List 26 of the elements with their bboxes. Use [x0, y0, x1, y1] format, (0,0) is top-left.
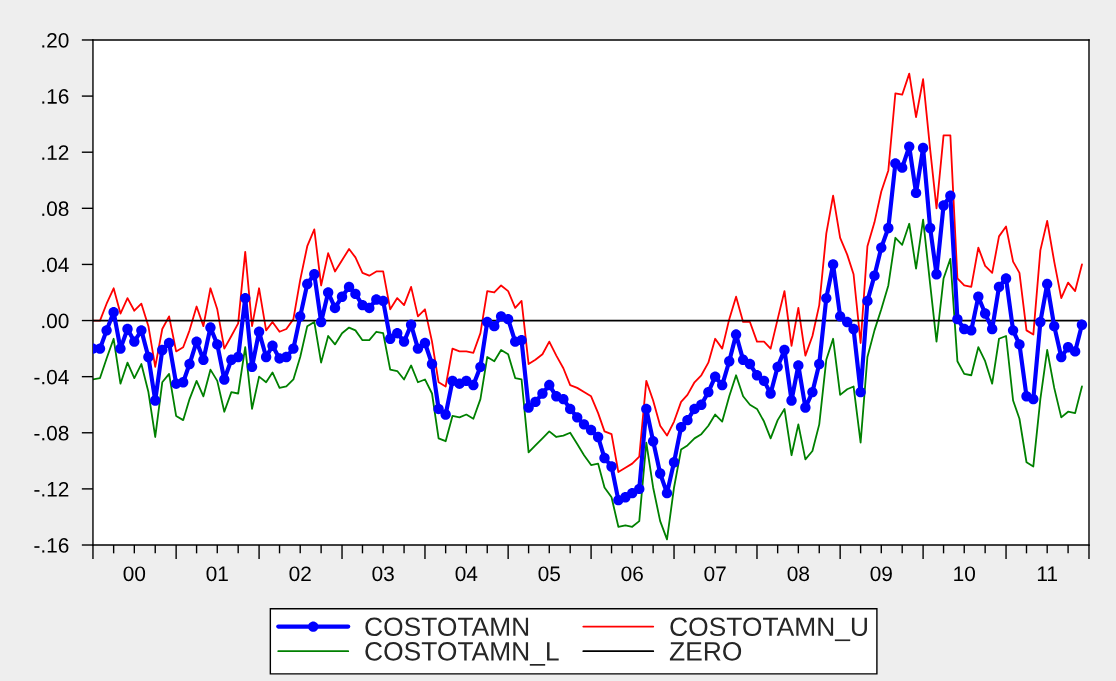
y-tick-label: -.04: [34, 369, 69, 385]
y-tick-label: .00: [42, 313, 69, 329]
x-tick-label: 04: [455, 566, 478, 582]
x-tick-label: 00: [123, 566, 146, 582]
x-tick-label: 02: [289, 566, 311, 582]
x-tick-label: 08: [787, 566, 810, 582]
legend-label: COSTOTAMN: [365, 617, 529, 637]
x-tick-label: 10: [954, 566, 976, 582]
y-tick-label: .04: [42, 257, 69, 273]
x-tick-label: 11: [1037, 566, 1057, 581]
legend-label: COSTOTAMN_U: [670, 617, 867, 642]
x-tick-label: 03: [372, 566, 394, 582]
x-tick-label: 06: [621, 566, 643, 582]
y-tick-label: .20: [42, 32, 69, 48]
legend-label: COSTOTAMN_L: [365, 642, 559, 666]
y-tick-label: -.12: [34, 481, 69, 497]
x-tick-label: 07: [704, 566, 726, 582]
y-tick-label: -.16: [34, 538, 69, 553]
y-tick-label: -.08: [34, 425, 69, 441]
x-tick-label: 05: [538, 566, 560, 582]
y-tick-label: .16: [42, 89, 69, 104]
y-tick-label: .12: [42, 145, 69, 160]
y-tick-label: .08: [42, 201, 69, 217]
x-tick-label: 09: [870, 566, 892, 582]
legend-label: ZERO: [669, 642, 742, 661]
x-tick-label: 01: [206, 566, 228, 582]
